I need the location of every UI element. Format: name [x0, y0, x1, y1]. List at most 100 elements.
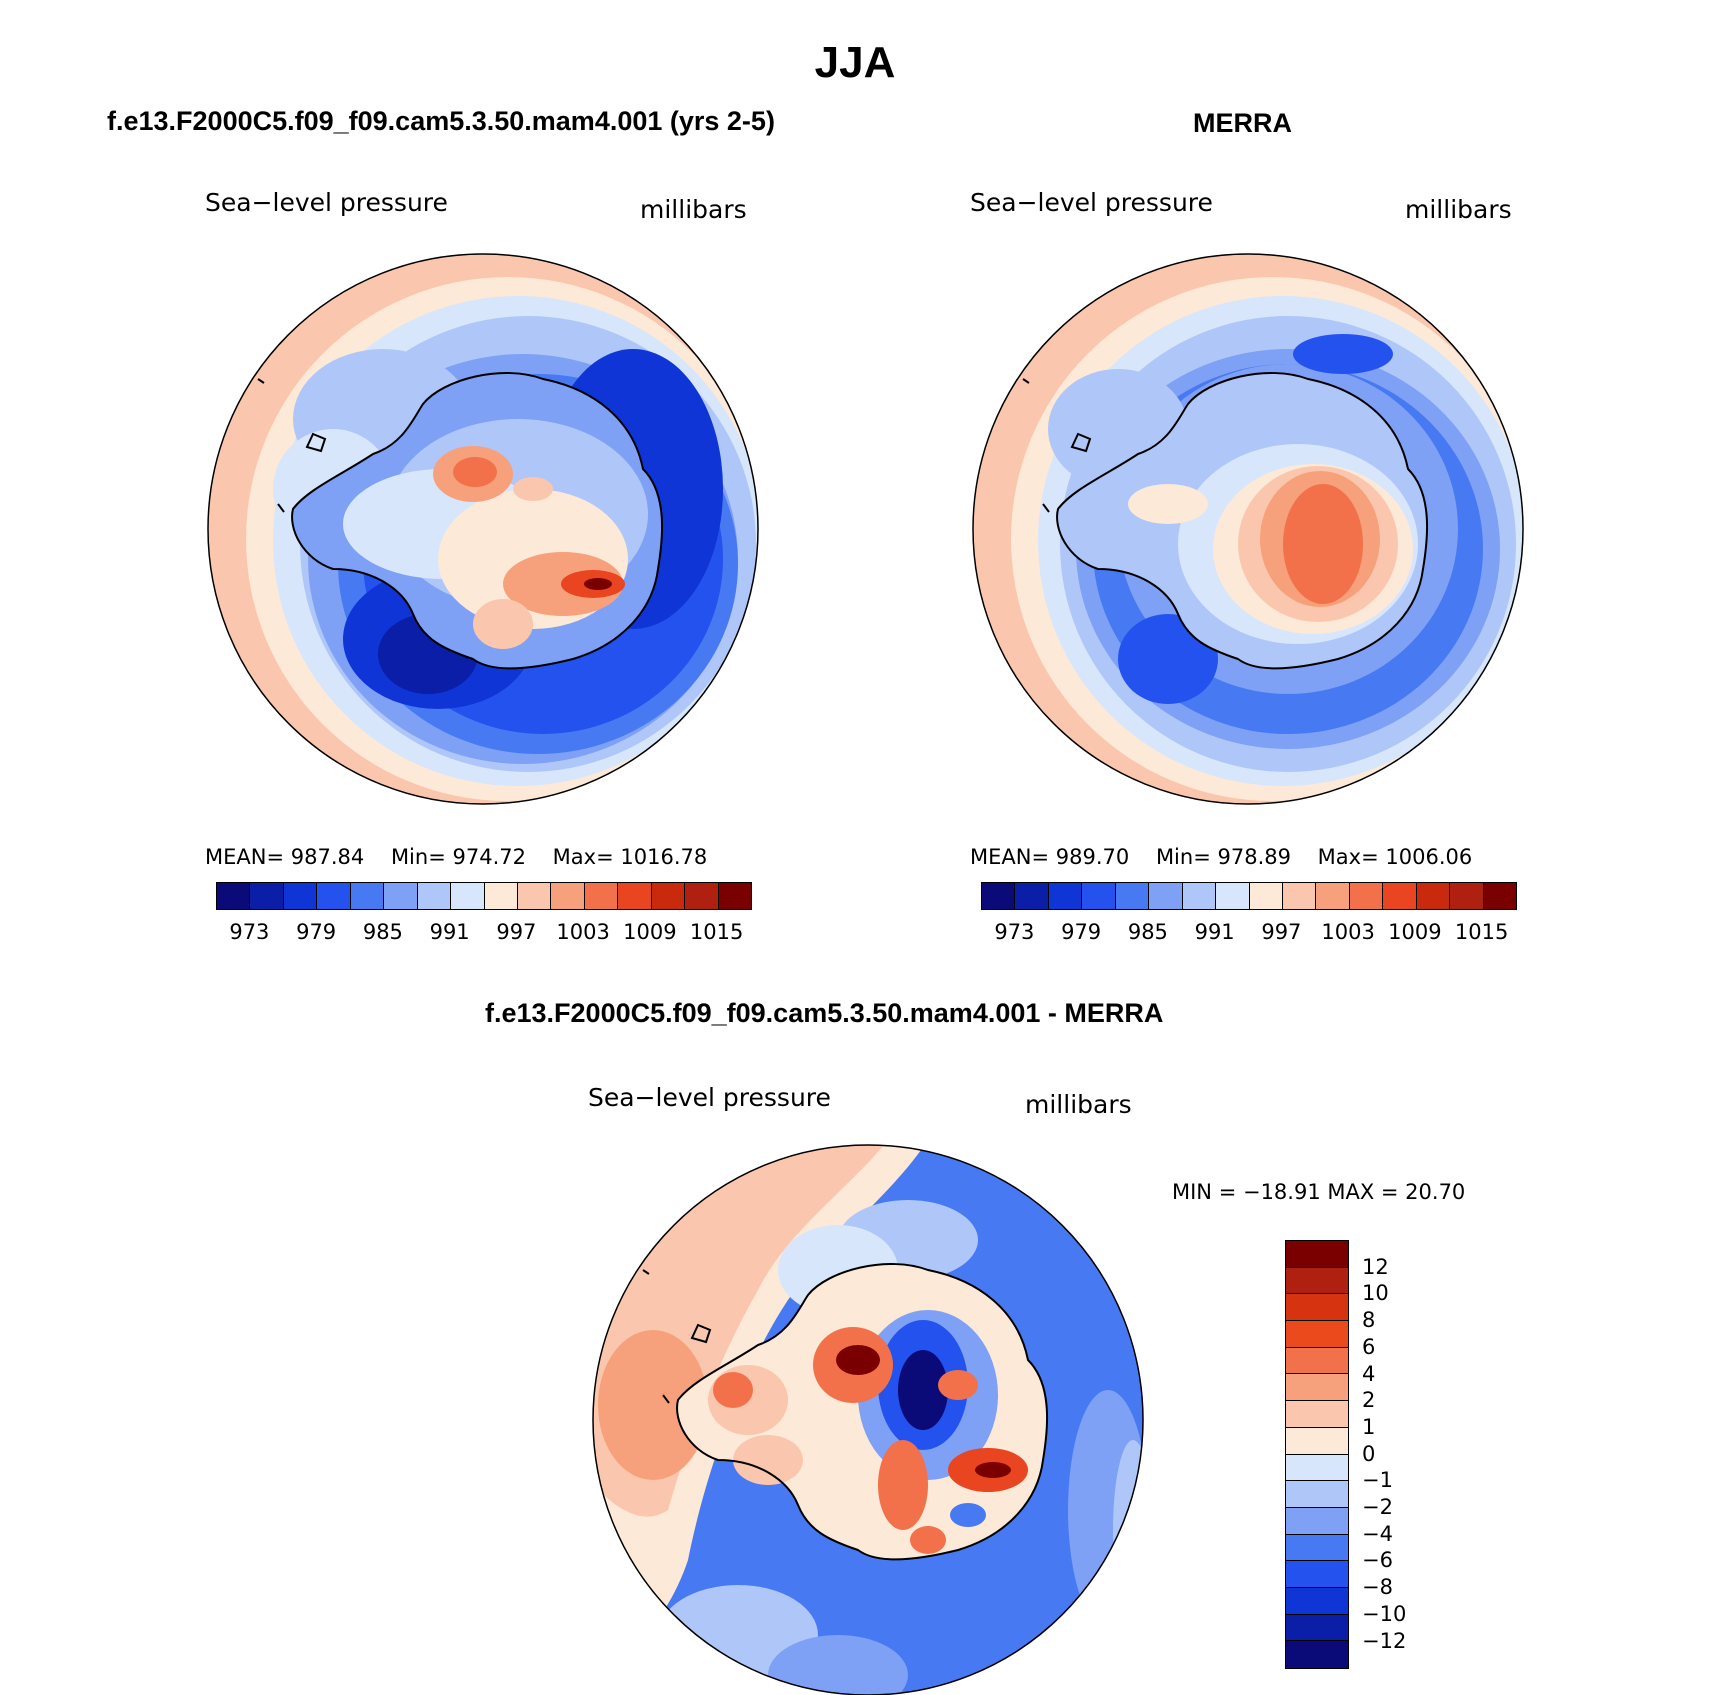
left-colorbar-ticks: 973 979 985 991 997 1003 1009 1015: [216, 920, 750, 944]
colorbar-swatch: [1349, 883, 1384, 909]
colorbar-tick-label: 4: [1362, 1361, 1376, 1386]
figure-title: JJA: [814, 38, 896, 87]
colorbar-swatch: [1082, 883, 1116, 909]
colorbar-swatch: [1286, 1587, 1348, 1615]
colorbar-swatch: [1286, 1241, 1348, 1268]
colorbar-tick-label: 1003: [1321, 920, 1375, 944]
colorbar-tick-label: −8: [1362, 1575, 1393, 1600]
colorbar-swatch: [1286, 1481, 1348, 1508]
colorbar-swatch: [1383, 883, 1417, 909]
colorbar-tick-label: −6: [1362, 1548, 1393, 1573]
colorbar-swatch: [1249, 883, 1283, 909]
right-variable-label: Sea−level pressure: [970, 188, 1213, 217]
right-colorbar: [981, 882, 1517, 910]
colorbar-swatch: [1286, 1294, 1348, 1322]
left-stats: MEAN= 987.84 Min= 974.72 Max= 1016.78: [205, 845, 708, 869]
colorbar-swatch: [517, 883, 552, 909]
right-units-label: millibars: [1405, 195, 1512, 224]
colorbar-swatch: [584, 883, 619, 909]
colorbar-swatch: [1286, 1374, 1348, 1402]
left-polar-map: [207, 253, 759, 805]
colorbar-tick-label: 979: [296, 920, 337, 944]
colorbar-tick-label: 6: [1362, 1334, 1376, 1359]
colorbar-swatch: [1115, 883, 1150, 909]
colorbar-swatch: [417, 883, 452, 909]
colorbar-swatch: [982, 883, 1016, 909]
right-panel-title: MERRA: [1193, 108, 1292, 138]
colorbar-swatch: [250, 883, 284, 909]
right-stats: MEAN= 989.70 Min= 978.89 Max= 1006.06: [970, 845, 1473, 869]
colorbar-tick-label: −1: [1362, 1468, 1393, 1493]
left-colorbar: [216, 882, 752, 910]
colorbar-swatch: [1286, 1641, 1348, 1668]
diff-colorbar: [1285, 1240, 1349, 1669]
colorbar-swatch: [1048, 883, 1083, 909]
colorbar-swatch: [651, 883, 686, 909]
left-units-label: millibars: [640, 195, 747, 224]
colorbar-swatch: [1286, 1427, 1348, 1455]
colorbar-swatch: [1282, 883, 1317, 909]
diff-panel-title: f.e13.F2000C5.f09_f09.cam5.3.50.mam4.001…: [485, 998, 1164, 1028]
colorbar-tick-label: 1015: [1454, 920, 1509, 944]
colorbar-swatch: [685, 883, 719, 909]
colorbar-swatch: [1015, 883, 1049, 909]
colorbar-tick-label: 973: [994, 920, 1035, 944]
colorbar-tick-label: 0: [1362, 1441, 1376, 1466]
colorbar-tick-label: 12: [1362, 1254, 1389, 1279]
colorbar-tick-label: −4: [1362, 1521, 1393, 1546]
colorbar-tick-label: 1009: [623, 920, 677, 944]
diff-units-label: millibars: [1025, 1090, 1132, 1119]
colorbar-tick-label: 985: [362, 920, 403, 944]
colorbar-swatch: [1286, 1507, 1348, 1535]
diff-minmax: MIN = −18.91 MAX = 20.70: [1172, 1180, 1466, 1204]
colorbar-swatch: [1286, 1454, 1348, 1482]
diff-polar-map: [592, 1144, 1144, 1695]
colorbar-swatch: [484, 883, 518, 909]
colorbar-swatch: [451, 883, 485, 909]
colorbar-tick-label: 997: [496, 920, 537, 944]
colorbar-tick-label: 1003: [556, 920, 610, 944]
colorbar-swatch: [718, 883, 751, 909]
colorbar-swatch: [217, 883, 251, 909]
colorbar-swatch: [1149, 883, 1183, 909]
colorbar-tick-label: 1015: [689, 920, 744, 944]
colorbar-tick-label: 973: [229, 920, 270, 944]
colorbar-swatch: [1286, 1614, 1348, 1642]
right-polar-map: [972, 253, 1524, 805]
colorbar-swatch: [1286, 1267, 1348, 1295]
left-variable-label: Sea−level pressure: [205, 188, 448, 217]
colorbar-tick-label: 997: [1261, 920, 1302, 944]
colorbar-swatch: [1450, 883, 1484, 909]
colorbar-swatch: [1216, 883, 1250, 909]
colorbar-swatch: [618, 883, 652, 909]
colorbar-tick-label: 991: [429, 920, 470, 944]
colorbar-tick-label: −2: [1362, 1495, 1393, 1519]
colorbar-swatch: [384, 883, 418, 909]
colorbar-swatch: [551, 883, 585, 909]
colorbar-swatch: [1182, 883, 1217, 909]
colorbar-swatch: [350, 883, 385, 909]
diff-variable-label: Sea−level pressure: [588, 1083, 831, 1112]
colorbar-swatch: [1316, 883, 1350, 909]
colorbar-swatch: [1416, 883, 1451, 909]
colorbar-swatch: [317, 883, 351, 909]
colorbar-tick-label: 2: [1362, 1388, 1376, 1413]
colorbar-tick-label: −10: [1362, 1601, 1407, 1626]
colorbar-swatch: [1286, 1321, 1348, 1348]
colorbar-tick-label: 1009: [1388, 920, 1442, 944]
right-colorbar-ticks: 973 979 985 991 997 1003 1009 1015: [981, 920, 1515, 944]
colorbar-swatch: [1286, 1561, 1348, 1588]
colorbar-swatch: [1286, 1534, 1348, 1562]
colorbar-tick-label: 10: [1362, 1281, 1389, 1306]
colorbar-tick-label: 991: [1194, 920, 1235, 944]
colorbar-swatch: [1286, 1401, 1348, 1428]
colorbar-tick-label: 8: [1362, 1308, 1376, 1333]
colorbar-tick-label: 985: [1127, 920, 1168, 944]
colorbar-tick-label: −12: [1362, 1628, 1407, 1653]
colorbar-tick-label: 979: [1061, 920, 1102, 944]
left-panel-title: f.e13.F2000C5.f09_f09.cam5.3.50.mam4.001…: [107, 106, 775, 136]
colorbar-swatch: [1483, 883, 1516, 909]
colorbar-swatch: [1286, 1347, 1348, 1375]
colorbar-tick-label: 1: [1362, 1414, 1376, 1439]
colorbar-swatch: [283, 883, 318, 909]
